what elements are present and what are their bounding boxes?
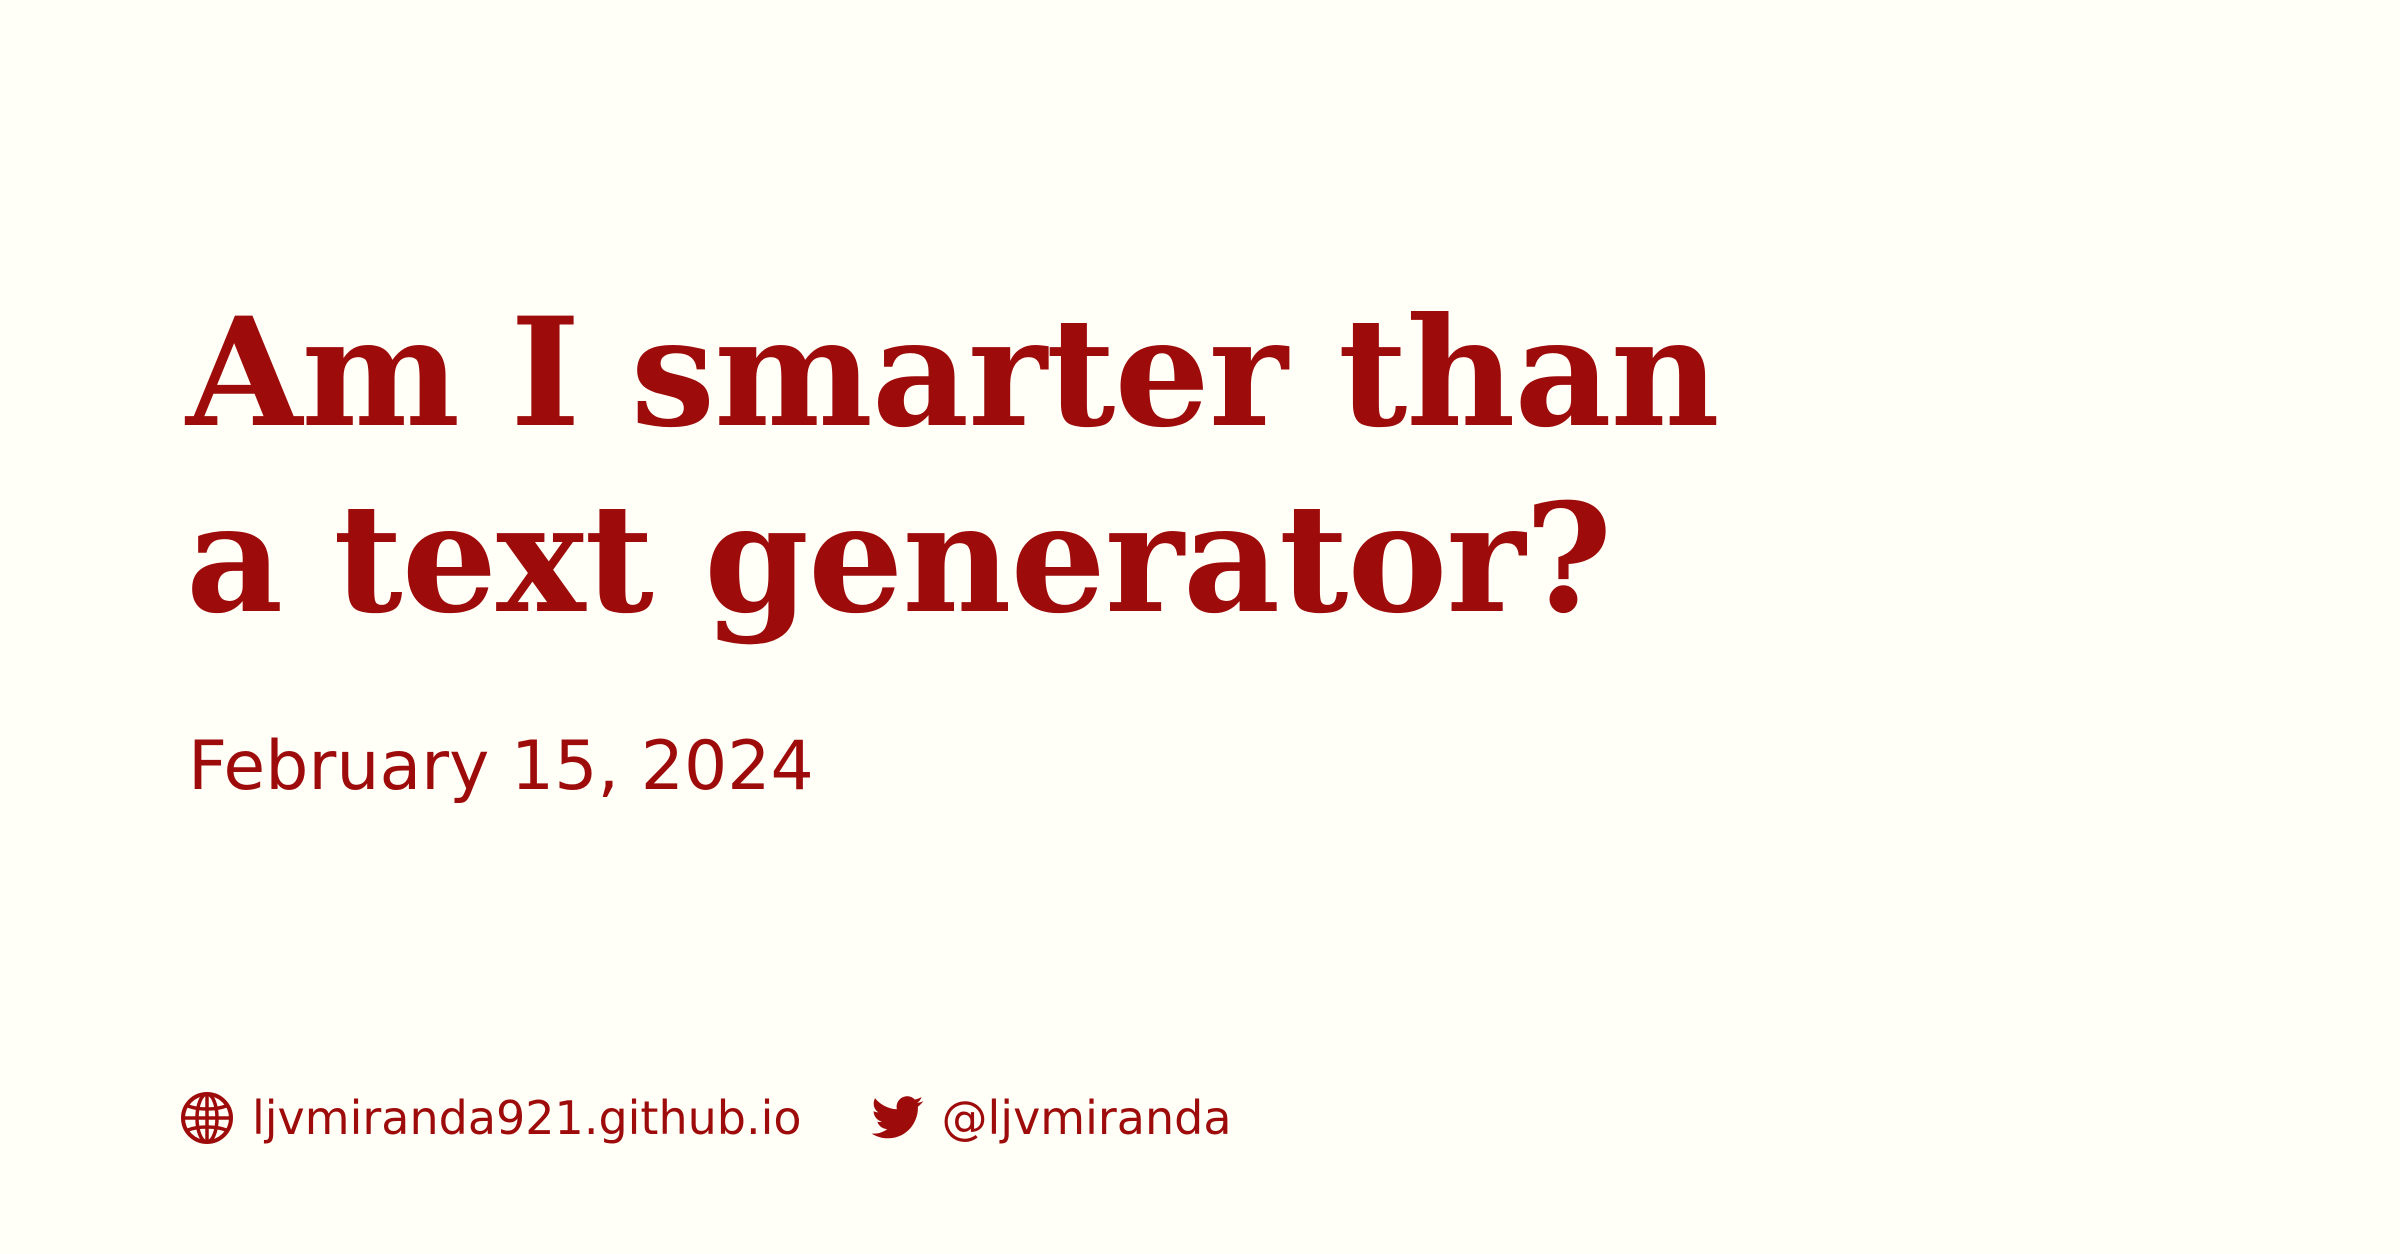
title-line-1: Am I smarter than — [186, 285, 1720, 461]
globe-icon — [178, 1089, 236, 1147]
twitter-icon — [868, 1089, 926, 1147]
twitter-label: @ljvmiranda — [941, 1091, 1232, 1145]
author-links: ljvmiranda921.github.io @ljvmiranda — [178, 1080, 1232, 1156]
website-link[interactable]: ljvmiranda921.github.io — [178, 1089, 802, 1147]
publication-date: February 15, 2024 — [188, 727, 814, 806]
article-title: Am I smarter than a text generator? — [186, 280, 2086, 652]
twitter-link[interactable]: @ljvmiranda — [868, 1089, 1232, 1147]
title-line-2: a text generator? — [186, 471, 1612, 647]
website-label: ljvmiranda921.github.io — [252, 1091, 802, 1145]
